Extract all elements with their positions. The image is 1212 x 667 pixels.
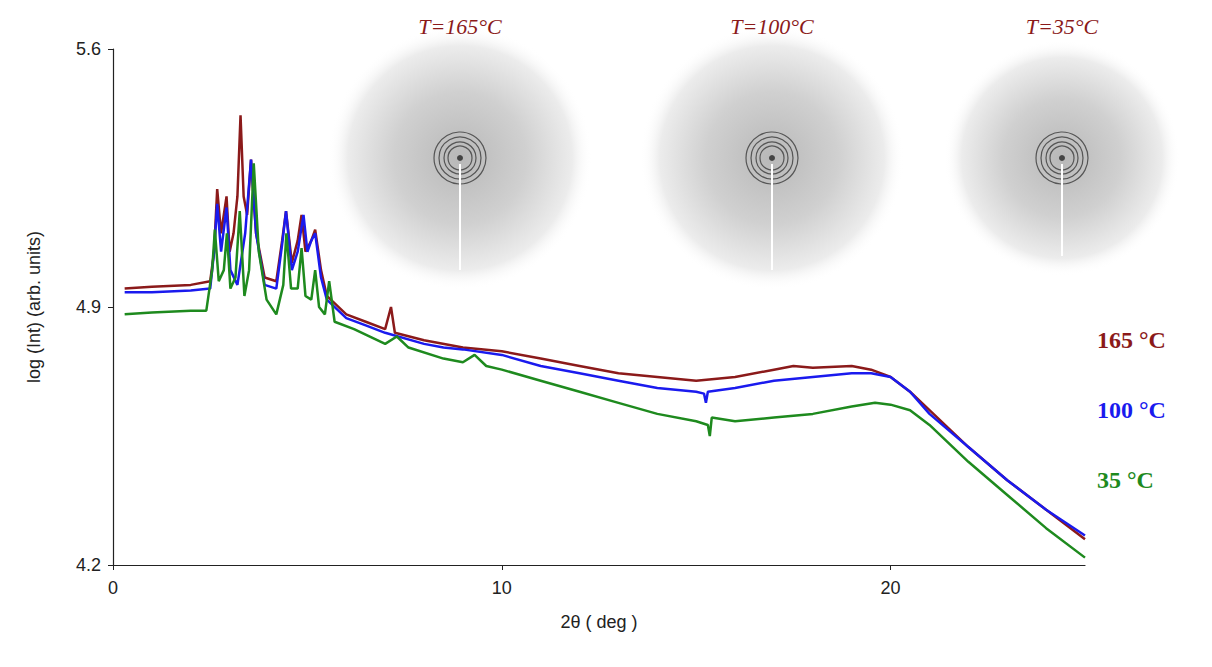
svg-text:0: 0	[108, 578, 118, 598]
svg-text:20: 20	[881, 578, 901, 598]
svg-text:T=165°C: T=165°C	[418, 14, 502, 39]
svg-text:2θ ( deg ): 2θ ( deg )	[560, 612, 637, 632]
svg-text:4.9: 4.9	[76, 297, 101, 317]
svg-text:10: 10	[492, 578, 512, 598]
svg-text:T=35°C: T=35°C	[1026, 14, 1099, 39]
svg-text:T=100°C: T=100°C	[730, 14, 814, 39]
svg-text:5.6: 5.6	[76, 39, 101, 59]
svg-text:4.2: 4.2	[76, 555, 101, 575]
svg-text:35 °C: 35 °C	[1097, 467, 1154, 493]
svg-text:165 °C: 165 °C	[1097, 327, 1166, 353]
svg-text:log (Int) (arb. units): log (Int) (arb. units)	[24, 231, 44, 383]
svg-text:100 °C: 100 °C	[1097, 397, 1166, 423]
